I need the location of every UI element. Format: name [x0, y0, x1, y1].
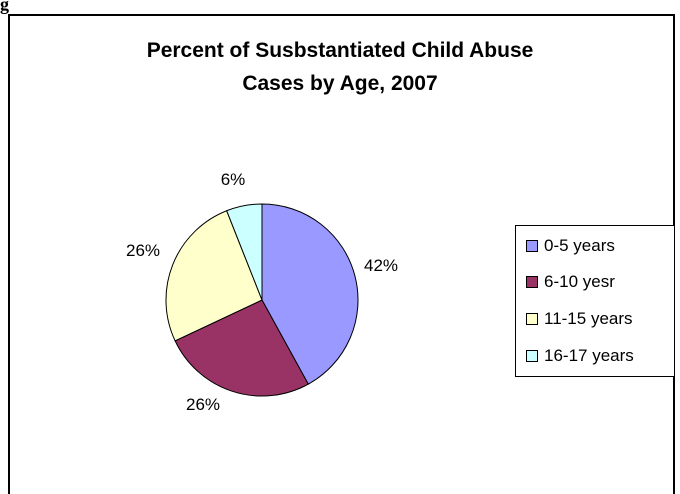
pie-slice-16-17-years	[226, 203, 263, 301]
chart-title-line-1: Percent of Susbstantiated Child Abuse	[146, 39, 534, 62]
legend-item-0-5-years: 0-5 years	[526, 236, 615, 256]
legend-label-16-17-years: 16-17 years	[544, 346, 634, 365]
legend-swatch-16-17-years	[526, 350, 538, 362]
pie-slice-6-10-years	[174, 299, 309, 397]
chart-title: Percent of Susbstantiated Child Abuse Ca…	[40, 34, 640, 100]
pie-label-11-15-years: 26%	[126, 241, 160, 260]
legend-item-11-15-years: 11-15 years	[526, 309, 633, 329]
pie-label-6-10-years: 26%	[186, 395, 220, 414]
legend-item-6-10-years: 6-10 yesr	[526, 272, 615, 292]
pie-slice-11-15-years	[165, 210, 263, 342]
pie-label-0-5-years: 42%	[364, 256, 398, 275]
legend-swatch-6-10-years	[526, 276, 538, 288]
legend-item-16-17-years: 16-17 years	[526, 346, 634, 366]
legend-swatch-0-5-years	[526, 240, 538, 252]
legend-label-11-15-years: 11-15 years	[544, 309, 633, 328]
page-fragment-text: g	[0, 0, 9, 14]
pie-label-16-17-years: 6%	[221, 170, 246, 189]
chart-legend: 0-5 years 6-10 yesr 11-15 years 16-17 ye…	[515, 225, 675, 377]
pie-slice-0-5-years	[261, 203, 359, 385]
pie-chart: 42% 26% 26% 6%	[126, 170, 398, 414]
chart-title-line-2: Cases by Age, 2007	[242, 72, 438, 95]
legend-label-6-10-years: 6-10 yesr	[544, 272, 615, 291]
legend-label-0-5-years: 0-5 years	[544, 236, 615, 255]
legend-swatch-11-15-years	[526, 313, 538, 325]
